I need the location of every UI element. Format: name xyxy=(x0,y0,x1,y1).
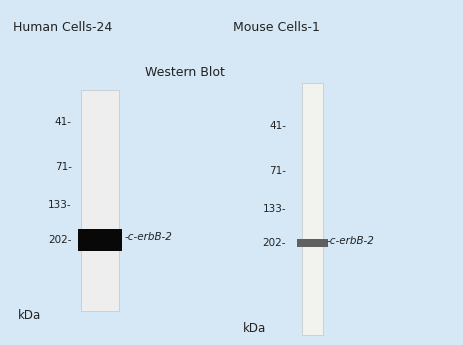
Text: kDa: kDa xyxy=(243,322,266,335)
Text: 41-: 41- xyxy=(55,118,72,127)
Bar xyxy=(297,239,328,247)
Text: -c-erbB-2: -c-erbB-2 xyxy=(124,232,172,242)
Text: Mouse Cells-1: Mouse Cells-1 xyxy=(233,21,320,34)
Text: -c-erbB-2: -c-erbB-2 xyxy=(327,237,375,246)
Text: Human Cells-24: Human Cells-24 xyxy=(13,21,112,34)
Text: kDa: kDa xyxy=(18,309,41,322)
Text: 71-: 71- xyxy=(55,162,72,172)
Text: Western Blot: Western Blot xyxy=(145,66,225,79)
Text: 133-: 133- xyxy=(263,204,286,214)
Bar xyxy=(302,83,323,335)
Text: 71-: 71- xyxy=(269,166,286,176)
Text: 133-: 133- xyxy=(48,200,72,210)
Bar xyxy=(81,90,119,310)
Bar xyxy=(78,229,122,251)
Text: 202-: 202- xyxy=(48,235,72,245)
Text: 202-: 202- xyxy=(263,238,286,248)
Text: 41-: 41- xyxy=(269,121,286,131)
